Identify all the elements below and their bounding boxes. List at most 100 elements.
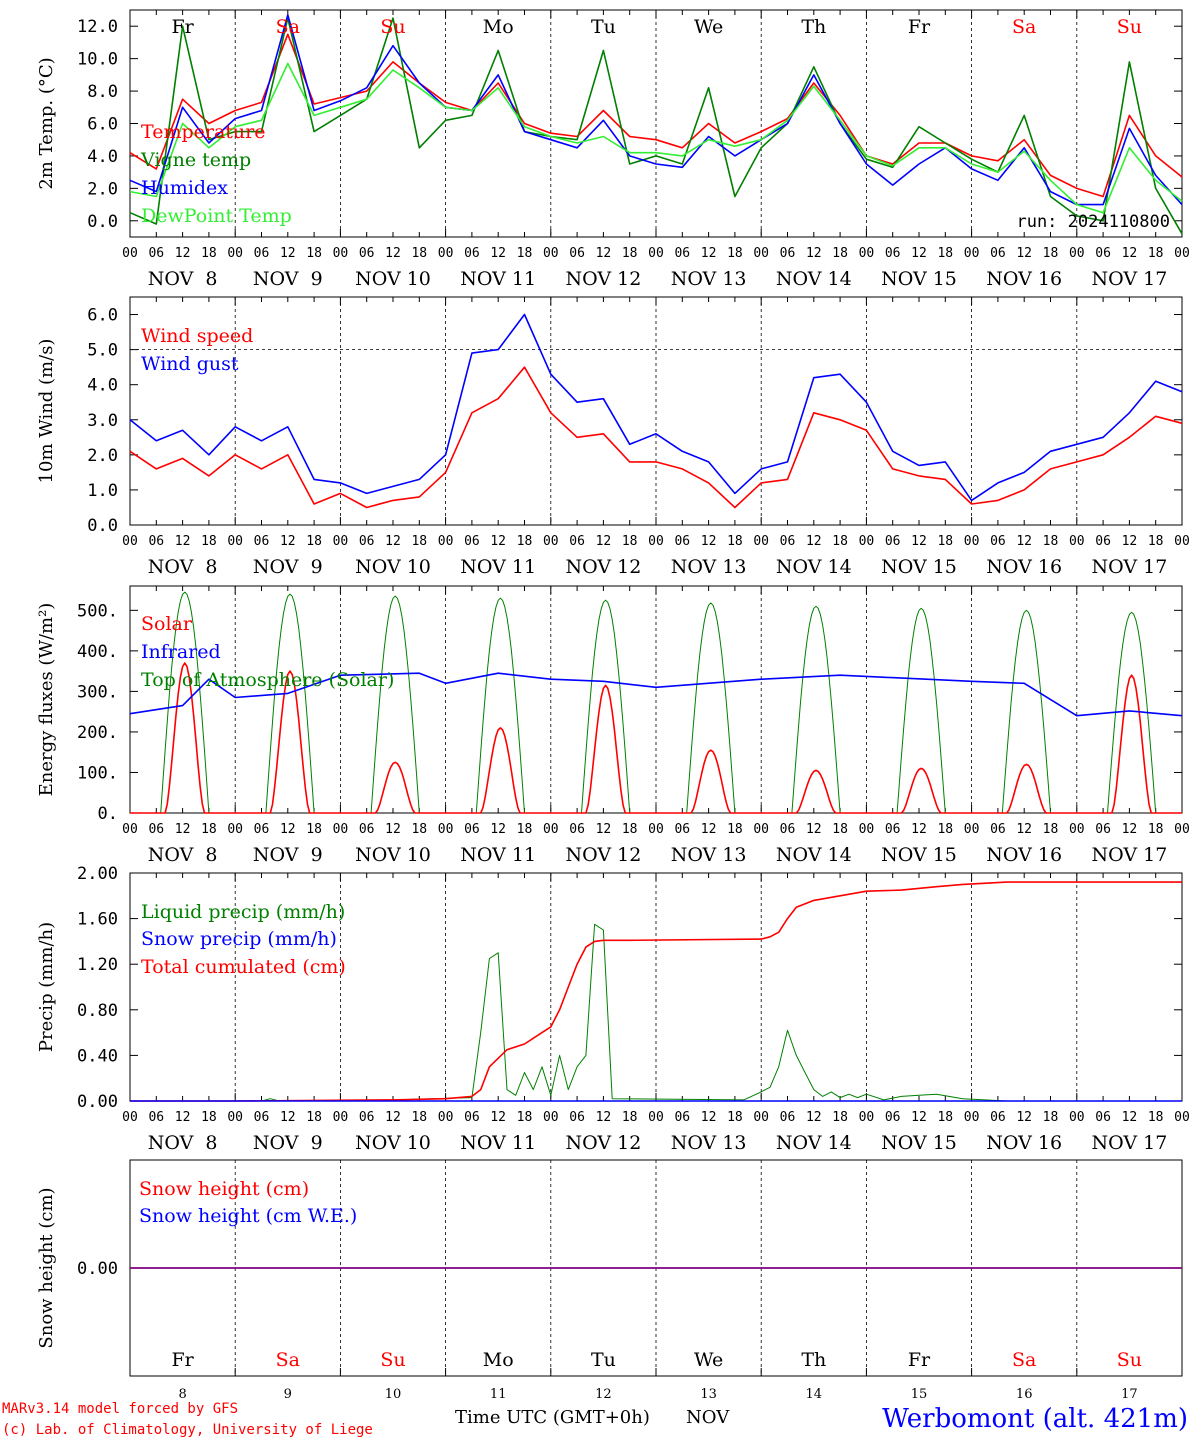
y-tick-label: 0. xyxy=(98,804,118,824)
hour-tick-label: 06 xyxy=(569,822,585,837)
day-number-label: 14 xyxy=(806,1387,823,1402)
hour-tick-label: 06 xyxy=(885,1110,901,1125)
hour-tick-label: 00 xyxy=(964,1110,980,1125)
hour-tick-label: 00 xyxy=(227,1110,243,1125)
hour-tick-label: 06 xyxy=(359,246,375,261)
hour-tick-label: 18 xyxy=(937,1110,953,1125)
hour-tick-label: 00 xyxy=(122,1110,138,1125)
date-label: NOV 13 xyxy=(671,1132,747,1154)
legend-entry: Humidex xyxy=(141,177,228,199)
hour-tick-label: 12 xyxy=(806,534,822,549)
weekday-label: Mo xyxy=(483,16,514,38)
y-tick-label: 0.40 xyxy=(77,1046,118,1066)
hour-tick-label: 18 xyxy=(517,534,533,549)
y-tick-label: 3.0 xyxy=(87,411,118,431)
date-label: NOV 8 xyxy=(148,268,218,290)
weekday-label: Mo xyxy=(483,1349,514,1371)
weekday-label: Fr xyxy=(908,1349,931,1371)
y-tick-label: 6.0 xyxy=(87,306,118,326)
date-label: NOV 13 xyxy=(671,268,747,290)
hour-tick-label: 18 xyxy=(622,1110,638,1125)
hour-tick-label: 06 xyxy=(885,822,901,837)
hour-tick-label: 06 xyxy=(990,822,1006,837)
y-tick-label: 300. xyxy=(77,682,118,702)
legend-entry: Wind speed xyxy=(141,325,253,347)
day-number-label: 12 xyxy=(595,1387,612,1402)
hour-tick-label: 06 xyxy=(1095,1110,1111,1125)
y-tick-label: 400. xyxy=(77,642,118,662)
hour-tick-label: 12 xyxy=(596,246,612,261)
hour-tick-label: 00 xyxy=(438,246,454,261)
weekday-label: We xyxy=(694,16,723,38)
weekday-label: Fr xyxy=(171,16,194,38)
x-axis-title: Time UTC (GMT+0h) xyxy=(455,1407,650,1428)
hour-tick-label: 12 xyxy=(911,822,927,837)
y-tick-label: 1.20 xyxy=(77,955,118,975)
hour-tick-label: 00 xyxy=(438,534,454,549)
hour-tick-label: 12 xyxy=(490,822,506,837)
weekday-label: Su xyxy=(380,1349,405,1371)
hour-tick-label: 00 xyxy=(648,534,664,549)
hour-tick-label: 18 xyxy=(1043,1110,1059,1125)
date-label: NOV 17 xyxy=(1091,268,1167,290)
hour-tick-label: 18 xyxy=(201,534,217,549)
date-label: NOV 17 xyxy=(1091,556,1167,578)
day-number-label: 9 xyxy=(284,1387,292,1402)
hour-tick-label: 06 xyxy=(359,822,375,837)
date-label: NOV 9 xyxy=(253,844,323,866)
y-tick-label: 500. xyxy=(77,601,118,621)
hour-tick-label: 18 xyxy=(937,534,953,549)
hour-tick-label: 06 xyxy=(674,822,690,837)
hour-tick-label: 00 xyxy=(333,246,349,261)
hour-tick-label: 18 xyxy=(411,246,427,261)
hour-tick-label: 18 xyxy=(937,246,953,261)
weekday-label: Su xyxy=(1117,16,1142,38)
date-label: NOV 11 xyxy=(460,556,536,578)
legend-entry: Infrared xyxy=(141,641,221,663)
hour-tick-label: 18 xyxy=(411,822,427,837)
legend-entry: Vigne temp xyxy=(140,149,251,171)
hour-tick-label: 00 xyxy=(227,822,243,837)
hour-tick-label: 00 xyxy=(1174,246,1190,261)
hour-tick-label: 00 xyxy=(227,246,243,261)
hour-tick-label: 06 xyxy=(464,822,480,837)
hour-tick-label: 12 xyxy=(1122,534,1138,549)
date-label: NOV 12 xyxy=(565,844,641,866)
hour-tick-label: 06 xyxy=(885,246,901,261)
hour-tick-label: 18 xyxy=(517,1110,533,1125)
weekday-label: Sa xyxy=(276,1349,300,1371)
hour-tick-label: 12 xyxy=(280,534,296,549)
hour-tick-label: 12 xyxy=(911,246,927,261)
station-label: Werbomont (alt. 421m) xyxy=(882,1404,1188,1434)
hour-tick-label: 12 xyxy=(701,246,717,261)
date-label: NOV 16 xyxy=(986,556,1062,578)
date-label: NOV 14 xyxy=(776,556,852,578)
hour-tick-label: 12 xyxy=(701,822,717,837)
hour-tick-label: 06 xyxy=(885,534,901,549)
hour-tick-label: 18 xyxy=(306,1110,322,1125)
solar-line xyxy=(130,662,1182,814)
hour-tick-label: 06 xyxy=(148,534,164,549)
date-label: NOV 17 xyxy=(1091,844,1167,866)
date-label: NOV 12 xyxy=(565,1132,641,1154)
hour-tick-label: 18 xyxy=(1043,822,1059,837)
date-label: NOV 10 xyxy=(355,1132,431,1154)
hour-tick-label: 00 xyxy=(753,822,769,837)
hour-tick-label: 00 xyxy=(859,1110,875,1125)
date-label: NOV 9 xyxy=(253,1132,323,1154)
hour-tick-label: 12 xyxy=(490,1110,506,1125)
hour-tick-label: 18 xyxy=(727,246,743,261)
date-label: NOV 8 xyxy=(148,1132,218,1154)
hour-tick-label: 18 xyxy=(201,1110,217,1125)
y-tick-label: 100. xyxy=(77,763,118,783)
legend-entry: DewPoint Temp xyxy=(141,205,292,227)
date-label: NOV 13 xyxy=(671,844,747,866)
y-tick-label: 4.0 xyxy=(87,376,118,396)
hour-tick-label: 18 xyxy=(306,246,322,261)
hour-tick-label: 18 xyxy=(832,246,848,261)
hour-tick-label: 06 xyxy=(464,246,480,261)
hour-tick-label: 00 xyxy=(859,534,875,549)
hour-tick-label: 00 xyxy=(1174,534,1190,549)
hour-tick-label: 12 xyxy=(280,1110,296,1125)
day-number-label: 11 xyxy=(490,1387,507,1402)
